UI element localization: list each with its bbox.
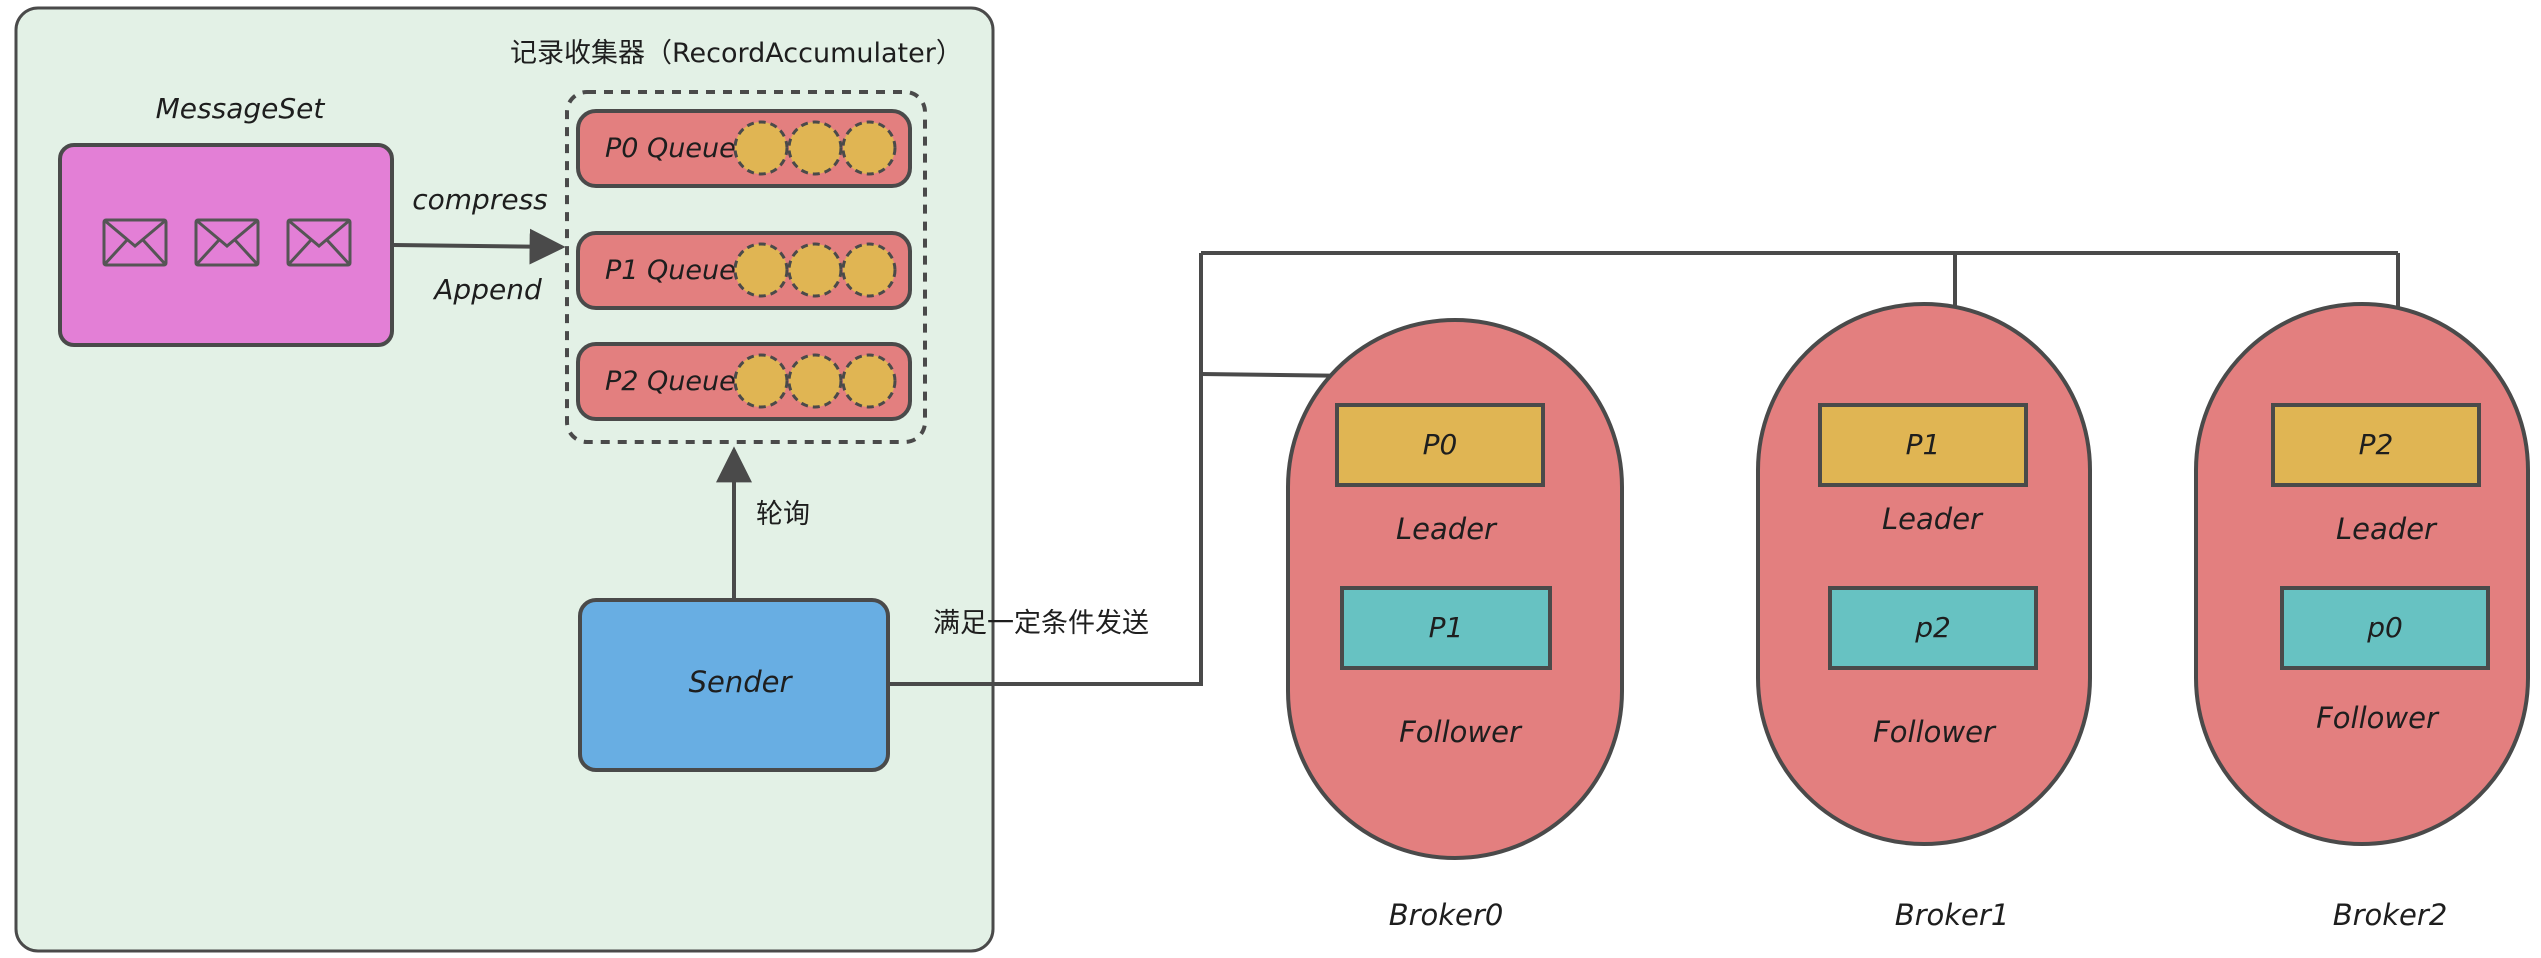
send-condition-label: 满足一定条件发送 <box>933 608 1149 639</box>
broker-name: Broker0 <box>1389 898 1504 932</box>
leader-label: Leader <box>1396 512 1498 546</box>
follower-partition <box>1828 586 2038 670</box>
envelope-icon <box>286 218 352 267</box>
envelope-icon <box>194 218 260 267</box>
record-item <box>733 120 789 176</box>
broker0: P0 Leader P1 Follower Broker0 <box>1286 318 1624 932</box>
broker-name: Broker1 <box>1895 898 2010 932</box>
follower-partition <box>2280 586 2490 670</box>
leader-partition-label: P2 <box>2359 428 2394 461</box>
poll-label: 轮询 <box>756 499 810 530</box>
sender-label: Sender <box>689 665 794 699</box>
queue-label: P2 Queue <box>605 366 736 397</box>
append-label: Append <box>432 273 542 306</box>
follower-label: Follower <box>2316 701 2440 735</box>
compress-label: compress <box>412 183 548 216</box>
broker-name: Broker2 <box>2333 898 2448 932</box>
record-item <box>841 353 897 409</box>
leader-partition <box>2271 403 2481 487</box>
record-item <box>787 120 843 176</box>
accumulator-label: 记录收集器（RecordAccumulater） <box>510 38 963 69</box>
follower-partition-label: p0 <box>2366 611 2403 644</box>
follower-partition <box>1340 586 1552 670</box>
record-item <box>787 242 843 298</box>
append-arrow <box>393 228 566 265</box>
leader-partition <box>1818 403 2028 487</box>
queue-p0: P0 Queue <box>576 109 912 188</box>
record-item <box>841 242 897 298</box>
leader-partition-label: P0 <box>1423 428 1458 461</box>
leader-partition-label: P1 <box>1906 428 1941 461</box>
broker-body <box>1756 302 2092 846</box>
sender-box <box>578 598 890 772</box>
broker-body <box>2194 302 2530 846</box>
send-route <box>890 253 1203 686</box>
leader-partition <box>1335 403 1545 487</box>
record-item <box>733 242 789 298</box>
queue-p2: P2 Queue <box>576 342 912 421</box>
record-item <box>787 353 843 409</box>
leader-label: Leader <box>1882 502 1984 536</box>
follower-label: Follower <box>1873 715 1997 749</box>
record-item <box>841 120 897 176</box>
queue-label: P0 Queue <box>605 133 736 164</box>
follower-label: Follower <box>1399 715 1523 749</box>
accumulator-box <box>565 90 927 444</box>
record-item <box>733 353 789 409</box>
queue-p1: P1 Queue <box>576 231 912 310</box>
message-set-label: MessageSet <box>156 92 326 125</box>
follower-partition-label: P1 <box>1429 611 1464 644</box>
follower-partition-label: p2 <box>1914 611 1951 644</box>
queue-label: P1 Queue <box>605 255 736 286</box>
broker1: P1 Leader p2 Follower Broker1 <box>1756 302 2092 932</box>
broker2: P2 Leader p0 Follower Broker2 <box>2194 302 2530 932</box>
envelope-icon <box>102 218 168 267</box>
leader-label: Leader <box>2336 512 2438 546</box>
